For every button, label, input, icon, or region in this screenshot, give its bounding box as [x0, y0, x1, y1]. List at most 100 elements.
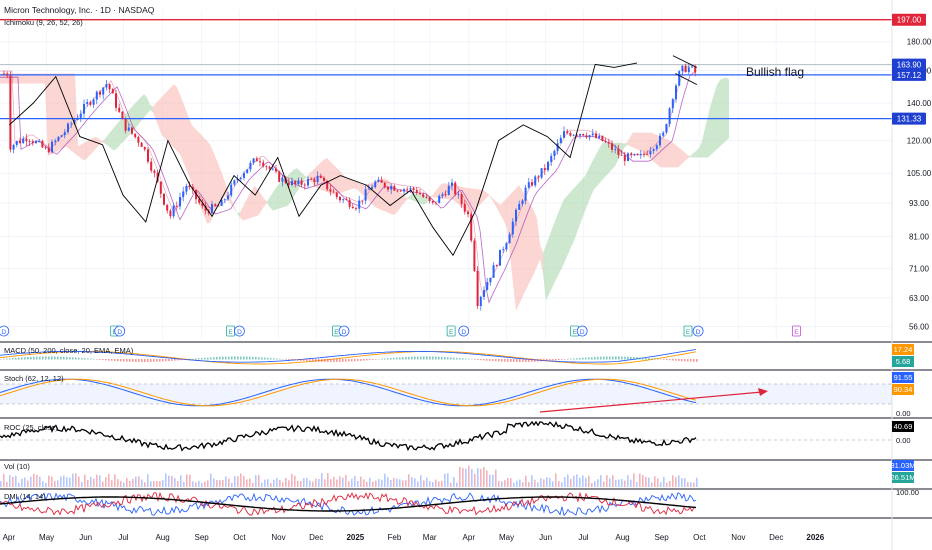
macd-hist-bar — [216, 357, 218, 360]
cloud-segment — [486, 192, 489, 199]
candle-body — [553, 150, 556, 156]
cloud-segment — [165, 90, 168, 142]
macd-hist-bar — [594, 356, 596, 360]
macd-hist-bar — [399, 357, 401, 360]
cloud-segment — [432, 191, 435, 198]
volume-bar — [633, 473, 635, 487]
cloud-segment — [366, 183, 369, 201]
candle-body — [323, 177, 325, 181]
x-tick-label: 2025 — [346, 533, 364, 542]
cloud-segment — [591, 158, 594, 196]
candle-body — [687, 67, 690, 73]
candle-body — [383, 182, 386, 188]
volume-bar — [507, 477, 509, 487]
cloud-segment — [630, 132, 633, 148]
level-label-support-2: 131.33 — [897, 115, 922, 124]
macd-hist-bar — [417, 356, 419, 360]
volume-bar — [555, 473, 557, 487]
macd-hist-bar — [459, 358, 461, 360]
cloud-segment — [675, 144, 678, 168]
macd-hist-bar — [174, 359, 176, 361]
candle-body — [329, 189, 332, 192]
candle-body — [108, 84, 111, 90]
candle-body — [60, 135, 63, 137]
cloud-segment — [66, 73, 69, 150]
volume-bar — [426, 477, 428, 487]
volume-bar — [630, 479, 632, 487]
cloud-segment — [573, 185, 576, 243]
macd-hist-bar — [504, 359, 506, 362]
volume-bar — [573, 475, 575, 487]
macd-hist-bar — [465, 358, 467, 360]
macd-hist-bar — [195, 358, 197, 360]
candle-body — [636, 153, 639, 155]
volume-bar — [336, 479, 338, 487]
volume-bar — [609, 478, 611, 487]
cloud-segment — [39, 73, 42, 84]
candle-body — [588, 135, 591, 138]
volume-bar — [483, 467, 485, 487]
macd-hist-bar — [693, 359, 695, 362]
cloud-segment — [339, 170, 342, 194]
candle-body — [291, 180, 293, 186]
candle-body — [601, 135, 604, 141]
macd-hist-bar — [537, 359, 539, 362]
pane-value-badge — [892, 372, 914, 383]
candle-body — [614, 149, 617, 150]
cloud-segment — [408, 194, 411, 200]
cloud-segment — [561, 199, 564, 270]
macd-hist-bar — [132, 359, 134, 362]
cloud-segment — [15, 73, 18, 84]
volume-bar — [558, 481, 560, 487]
volume-bar — [627, 475, 629, 487]
cloud-segment — [183, 102, 186, 169]
volume-bar — [150, 481, 152, 487]
y-tick-label: 93.00 — [909, 199, 930, 208]
macd-hist-bar — [579, 357, 581, 360]
candle-body — [572, 134, 575, 136]
macd-hist-bar — [108, 359, 110, 361]
x-tick-label: Oct — [693, 533, 706, 542]
cloud-segment — [489, 194, 492, 200]
candle-body — [223, 199, 226, 201]
cloud-segment — [249, 189, 252, 219]
candle-body — [662, 132, 665, 136]
volume-bar — [492, 474, 494, 487]
macd-hist-bar — [117, 359, 119, 362]
candle-body — [508, 234, 511, 244]
volume-bar — [15, 475, 17, 487]
x-tick-label: Feb — [388, 533, 402, 542]
level-label-current-high: 163.90 — [897, 61, 922, 70]
stoch-trend-arrowhead — [758, 388, 768, 396]
macd-hist-bar — [423, 356, 425, 360]
volume-bar — [657, 478, 659, 487]
cloud-segment — [33, 73, 36, 84]
pane-value-macd: 17.24 — [894, 345, 913, 354]
macd-hist-bar — [471, 358, 473, 360]
candle-body — [211, 204, 213, 214]
macd-hist-bar — [270, 357, 272, 360]
candle-body — [220, 199, 223, 206]
volume-bar — [468, 465, 470, 487]
candle-body — [358, 200, 361, 209]
x-tick-label: Sep — [654, 533, 669, 542]
macd-hist-bar — [312, 359, 314, 362]
volume-bar — [681, 478, 683, 487]
cloud-segment — [474, 188, 477, 212]
volume-bar — [600, 475, 602, 487]
macd-hist-bar — [99, 359, 101, 360]
volume-bar — [648, 477, 650, 487]
volume-bar — [132, 478, 134, 487]
cloud-segment — [177, 87, 180, 155]
macd-hist-bar — [192, 358, 194, 360]
event-dividend-icon — [0, 325, 10, 337]
cloud-segment — [594, 152, 597, 190]
candle-body — [345, 199, 348, 201]
macd-hist-bar — [522, 359, 524, 362]
volume-bar — [165, 473, 167, 487]
cloud-segment — [585, 170, 588, 211]
pane-value-macd: 5.68 — [896, 357, 911, 366]
volume-bar — [66, 477, 68, 487]
volume-bar — [213, 478, 215, 487]
